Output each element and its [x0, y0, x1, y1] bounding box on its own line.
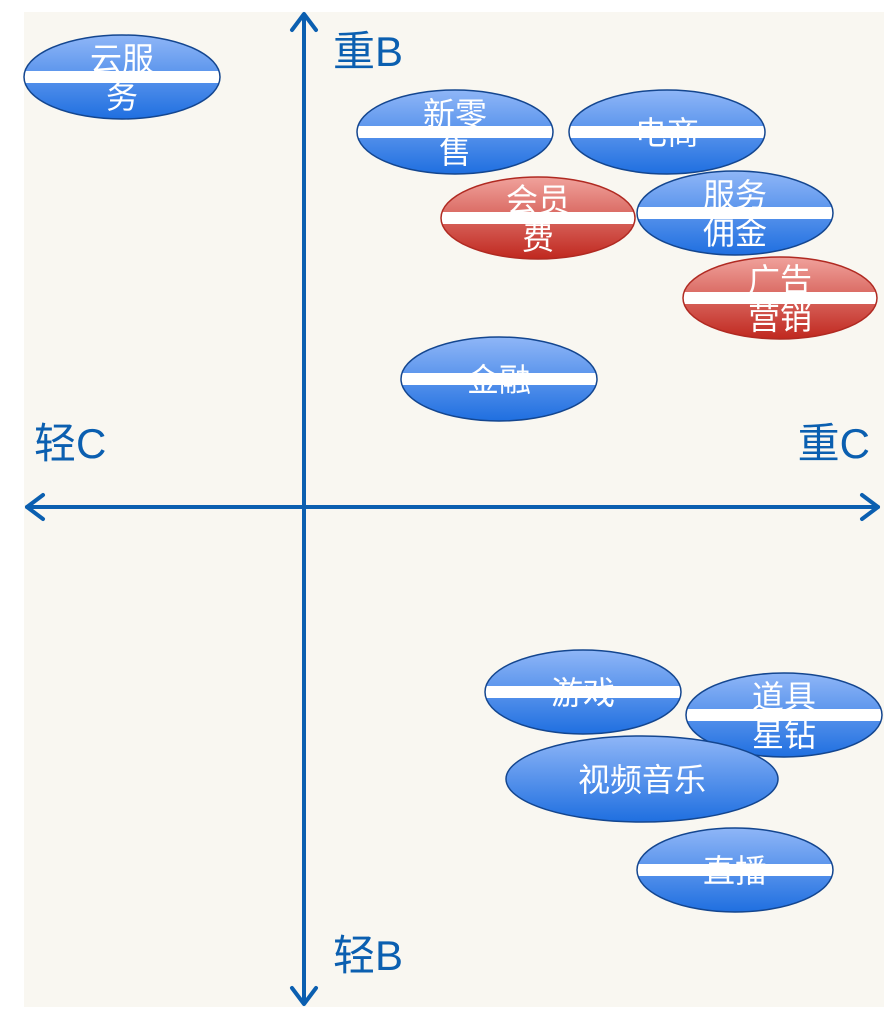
bubble-highlight-band	[683, 292, 877, 304]
arrow-left-icon	[25, 493, 45, 521]
bubble-label-line: 会员	[506, 182, 570, 218]
bubble-label-line: 道具	[752, 679, 816, 715]
arrow-right-icon	[860, 493, 880, 521]
bubble-highlight-band	[441, 212, 635, 224]
bubble-label-line: 直播	[703, 853, 767, 889]
bubble-video-music: 视频音乐	[505, 735, 779, 823]
bubble-label-line: 游戏	[551, 675, 615, 711]
bubble-label-line: 视频音乐	[578, 762, 706, 798]
bubble-outline	[568, 89, 766, 175]
bubble-label-line: 佣金	[703, 215, 767, 251]
bubble-label-line: 务	[106, 79, 138, 115]
bubble-membership-fee: 会员费	[440, 176, 636, 260]
bubble-outline	[636, 827, 834, 913]
bubble-label-line: 营销	[748, 300, 812, 336]
bubble-label-line: 云服	[90, 41, 154, 77]
bubble-outline	[23, 34, 221, 120]
bubble-outline	[685, 672, 883, 758]
bubble-highlight-band	[569, 126, 765, 138]
bubble-new-retail: 新零售	[356, 89, 554, 175]
arrow-down-icon	[290, 986, 318, 1006]
bubble-outline	[505, 735, 779, 823]
bubble-highlight-band	[637, 207, 833, 219]
axis-label-left: 轻C	[34, 420, 106, 467]
bubble-games: 游戏	[484, 649, 682, 735]
bubble-highlight-band	[357, 126, 553, 138]
bubble-highlight-band	[686, 709, 882, 721]
bubble-outline	[682, 256, 878, 340]
bubble-label-line: 电商	[635, 115, 699, 151]
bubble-ecommerce: 电商	[568, 89, 766, 175]
bubble-label-line: 金融	[467, 362, 531, 398]
bubble-label-line: 服务	[703, 177, 767, 213]
axes	[25, 12, 880, 1006]
bubble-finance: 金融	[400, 336, 598, 422]
bubble-outline	[484, 649, 682, 735]
bubble-highlight-band	[401, 373, 597, 385]
bubble-highlight-band	[485, 686, 681, 698]
axis-label-top: 重B	[333, 28, 403, 75]
bubble-live-streaming: 直播	[636, 827, 834, 913]
axis-label-bottom: 轻B	[333, 932, 403, 979]
bubble-highlight-band	[637, 864, 833, 876]
bubble-label-line: 售	[439, 134, 471, 170]
bubble-label-line: 新零	[423, 96, 487, 132]
bubble-label-line: 星钻	[752, 717, 816, 753]
bubble-highlight-band	[24, 71, 220, 83]
bubble-shape	[506, 736, 778, 822]
bubble-outline	[400, 336, 598, 422]
bubble-label-line: 广告	[748, 262, 812, 298]
bubble-cloud-service: 云服务	[23, 34, 221, 120]
bubble-outline	[356, 89, 554, 175]
bubble-outline	[440, 176, 636, 260]
arrow-up-icon	[290, 12, 318, 32]
bubble-outline	[636, 170, 834, 256]
axis-label-right: 重C	[798, 420, 870, 467]
bubble-label-line: 费	[522, 220, 554, 256]
